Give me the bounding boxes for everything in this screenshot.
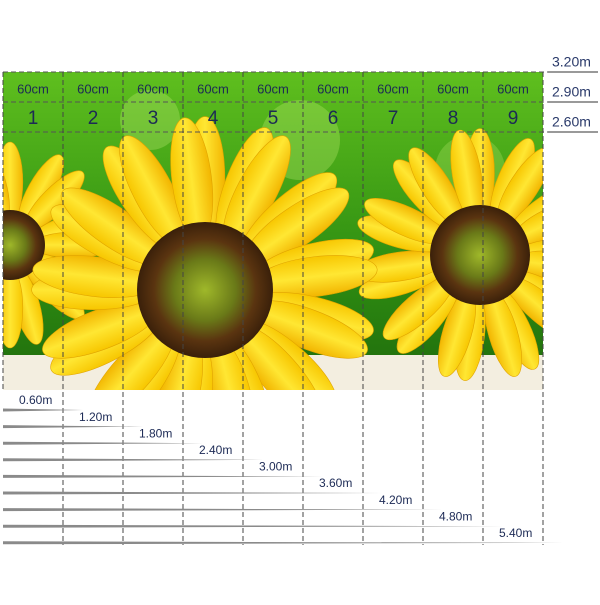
panel-width: 60cm	[197, 81, 229, 96]
panel-number: 5	[268, 108, 279, 129]
width-arrow	[3, 408, 83, 412]
width-arrow	[3, 524, 503, 528]
width-arrow	[3, 441, 203, 445]
width-label: 2.40m	[199, 443, 232, 457]
height-label: 2.60m	[552, 114, 591, 130]
width-label: 0.60m	[19, 393, 52, 407]
panel-number: 7	[388, 108, 399, 129]
panel-width: 60cm	[497, 81, 529, 96]
panel-width: 60cm	[17, 81, 49, 96]
width-arrow	[3, 458, 263, 462]
width-arrow	[3, 541, 563, 545]
panel-number: 6	[328, 108, 339, 129]
width-label: 4.80m	[439, 509, 472, 523]
width-arrow	[3, 491, 383, 495]
height-label: 2.90m	[552, 84, 591, 100]
panel-width: 60cm	[137, 81, 169, 96]
width-arrow	[3, 425, 143, 429]
panel-number: 9	[508, 108, 519, 129]
width-arrow	[3, 508, 443, 512]
width-label: 5.40m	[499, 526, 532, 540]
sunflower-image	[0, 72, 543, 390]
width-label: 1.20m	[79, 410, 112, 424]
panel-number: 3	[148, 108, 159, 129]
petal	[0, 252, 3, 327]
flower-center	[430, 205, 530, 305]
panel-number: 2	[88, 108, 99, 129]
panel-number: 4	[208, 108, 219, 129]
panel-width: 60cm	[437, 81, 469, 96]
petal	[0, 163, 3, 238]
flower-center	[137, 222, 273, 358]
panel-number: 8	[448, 108, 459, 129]
panel-width: 60cm	[257, 81, 289, 96]
panel-number: 1	[28, 108, 39, 129]
height-label: 3.20m	[552, 54, 591, 70]
width-label: 3.60m	[319, 476, 352, 490]
width-label: 1.80m	[139, 426, 172, 440]
width-arrow	[3, 474, 323, 478]
width-label: 3.00m	[259, 460, 292, 474]
panel-width: 60cm	[377, 81, 409, 96]
width-label: 4.20m	[379, 493, 412, 507]
flower-center	[3, 210, 45, 280]
panel-width: 60cm	[317, 81, 349, 96]
panel-width: 60cm	[77, 81, 109, 96]
